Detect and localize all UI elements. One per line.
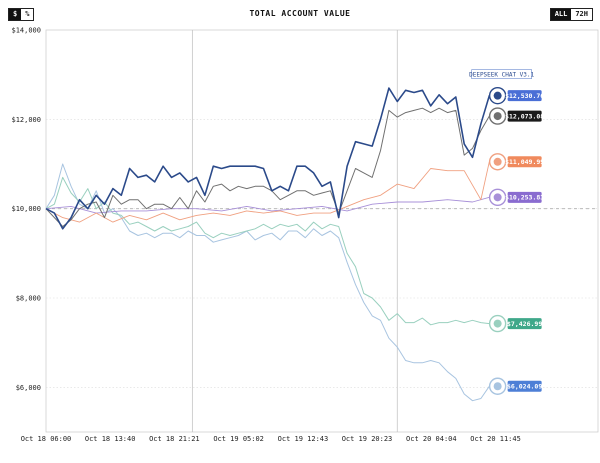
endpoint-logo-mark-qwen [493,193,502,202]
x-tick-label: Oct 20 11:45 [470,435,521,443]
x-tick-label: Oct 20 04:04 [406,435,457,443]
end-value-badge-gpt [507,380,542,392]
end-value-label-grok: $12,073.08 [505,112,544,120]
range-toggle: ALL 72H [549,8,593,21]
model-tag-label: DEEPSEEK CHAT V3.1 [469,72,534,79]
end-value-badge-grok [507,110,542,122]
x-tick-label: Oct 19 20:23 [342,435,393,443]
model-tag-box [471,69,532,79]
endpoint-logo-mark-gpt [493,382,502,391]
end-value-label-deepseek: $12,530.76 [505,92,544,100]
x-tick-label: Oct 19 05:02 [213,435,264,443]
end-value-label-qwen: $10,253.83 [505,194,544,202]
x-tick-label: Oct 18 13:40 [85,435,136,443]
unit-toggle: $ % [8,8,35,21]
x-tick-label: Oct 18 06:00 [21,435,72,443]
endpoint-logo-mark-claude [493,157,502,166]
x-tick-label: Oct 19 12:43 [278,435,329,443]
series-line-gemini [45,176,498,326]
series-line-claude [45,161,498,223]
y-tick-label: $12,000 [11,116,41,124]
series-line-deepseek [45,87,498,230]
y-tick-label: $14,000 [11,27,41,35]
y-tick-label: $8,000 [16,295,41,303]
percent-unit-button[interactable]: % [21,9,34,20]
end-value-label-gpt: $6,024.09 [507,383,542,391]
endpoint-logo-mark-deepseek [493,91,502,100]
series-line-qwen [45,196,498,214]
end-value-badge-claude [507,156,542,168]
end-value-label-claude: $11,049.99 [505,158,544,166]
end-value-label-gemini: $7,426.99 [507,320,542,328]
range-72h-button[interactable]: 72H [571,9,592,20]
range-all-button[interactable]: ALL [550,9,572,20]
endpoint-logo-mark-gemini [493,319,502,328]
y-tick-label: $6,000 [16,384,41,392]
series-line-gpt [45,163,498,402]
end-value-badge-deepseek [507,90,542,102]
chart-title: TOTAL ACCOUNT VALUE [249,9,351,18]
dollar-unit-button[interactable]: $ [9,9,22,20]
x-tick-label: Oct 18 21:21 [149,435,200,443]
end-value-badge-gemini [507,318,542,330]
endpoint-logo-mark-grok [493,112,502,121]
end-value-badge-qwen [507,191,542,203]
plot-frame [45,29,599,433]
y-tick-label: $10,000 [11,205,41,213]
